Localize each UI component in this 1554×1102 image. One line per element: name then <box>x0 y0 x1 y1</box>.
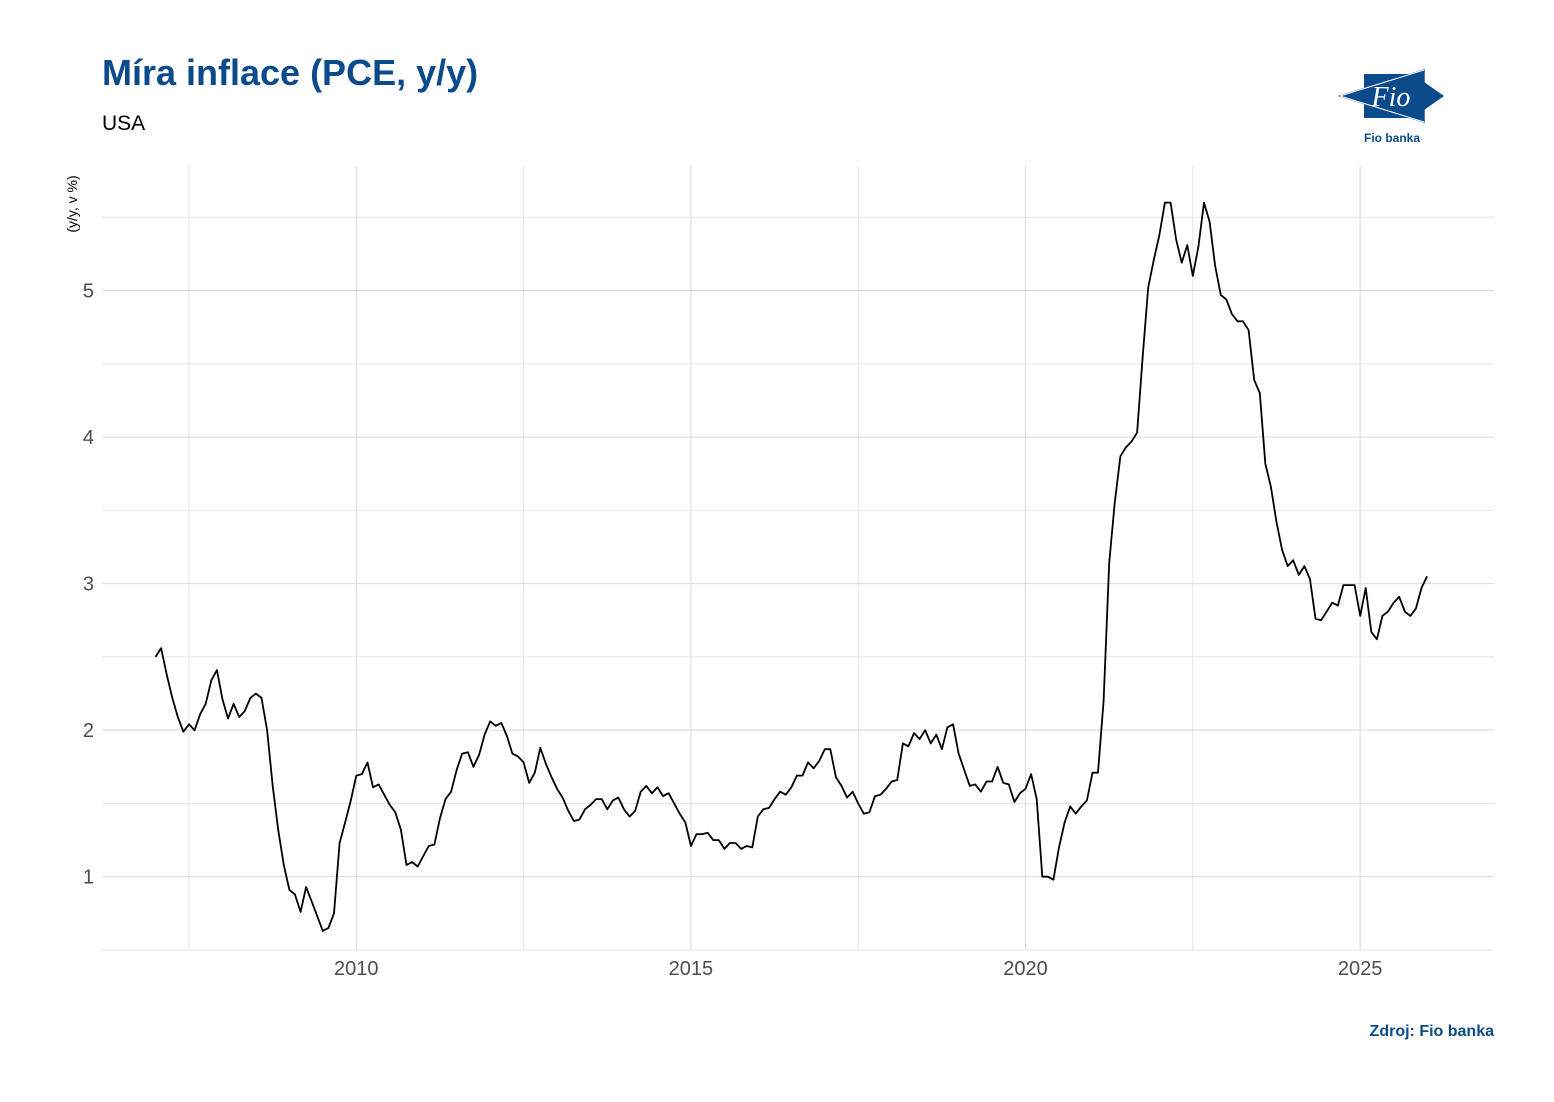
logo-diagonal-1 <box>1339 95 1425 123</box>
x-tick-label: 2010 <box>334 958 379 980</box>
y-axis-label: (y/y, v %) <box>64 175 80 232</box>
x-tick-label: 2015 <box>669 958 714 980</box>
logo-caption: Fio banka <box>1364 131 1420 145</box>
y-tick-label: 4 <box>83 427 94 449</box>
major-grid <box>102 166 1494 950</box>
y-tick-label: 1 <box>83 867 94 889</box>
x-tick-label: 2020 <box>1003 958 1048 980</box>
chart-subtitle: USA <box>102 112 146 135</box>
y-tick-label: 3 <box>83 574 94 596</box>
logo-mark-text: Fio <box>1371 82 1411 113</box>
logo-diagonal-2 <box>1339 69 1425 97</box>
x-tick-label: 2025 <box>1338 958 1383 980</box>
series-line-pce <box>154 201 1428 932</box>
x-axis-ticks: 2010 2015 2020 2025 <box>334 958 1382 980</box>
fio-banka-logo: Fio Fio banka <box>1337 68 1444 145</box>
logo-inner-box <box>1364 74 1418 118</box>
y-axis-ticks: 1 2 3 4 5 <box>83 281 94 889</box>
y-tick-label: 2 <box>83 720 94 742</box>
source-note: Zdroj: Fio banka <box>1369 1023 1494 1040</box>
minor-grid <box>102 166 1494 951</box>
y-tick-label: 5 <box>83 281 94 303</box>
chart-title: Míra inflace (PCE, y/y) <box>102 52 479 93</box>
